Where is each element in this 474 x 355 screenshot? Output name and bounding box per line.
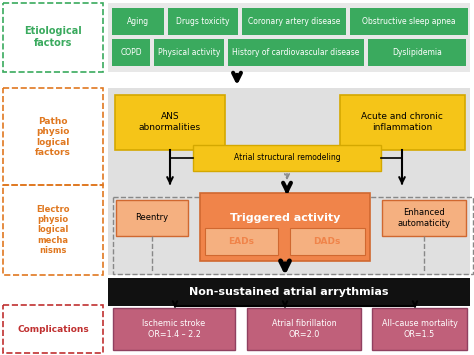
Bar — [115, 95, 225, 150]
Text: Ischemic stroke
OR=1.4 – 2.2: Ischemic stroke OR=1.4 – 2.2 — [143, 319, 206, 339]
Text: Etiological
factors: Etiological factors — [24, 26, 82, 48]
Text: EADs: EADs — [228, 236, 254, 246]
Bar — [205, 228, 278, 255]
Bar — [108, 185, 470, 275]
Text: Reentry: Reentry — [136, 213, 169, 223]
Bar — [247, 308, 361, 350]
Text: COPD: COPD — [120, 48, 142, 57]
Bar — [154, 39, 224, 66]
Bar — [112, 39, 150, 66]
Text: Drugs toxicity: Drugs toxicity — [176, 17, 230, 26]
Text: Aging: Aging — [127, 17, 149, 26]
Text: Acute and chronic
inflammation: Acute and chronic inflammation — [361, 112, 443, 132]
Bar — [228, 39, 364, 66]
Text: Electro
physio
logical
mecha
nisms: Electro physio logical mecha nisms — [36, 205, 70, 255]
Bar — [112, 8, 164, 35]
Text: Triggered activity: Triggered activity — [230, 213, 340, 223]
Bar — [108, 3, 470, 72]
Bar — [290, 228, 365, 255]
Text: Enhanced
automaticity: Enhanced automaticity — [398, 208, 450, 228]
Text: Non-sustained atrial arrythmias: Non-sustained atrial arrythmias — [189, 287, 389, 297]
Bar — [372, 308, 467, 350]
Bar — [116, 200, 188, 236]
Text: All-cause mortality
OR=1.5: All-cause mortality OR=1.5 — [382, 319, 457, 339]
Text: Obstructive sleep apnea: Obstructive sleep apnea — [362, 17, 456, 26]
Text: DADs: DADs — [313, 236, 341, 246]
Bar — [242, 8, 346, 35]
Bar — [113, 197, 473, 274]
Text: Atrial structural remodeling: Atrial structural remodeling — [234, 153, 340, 163]
Text: Physical activity: Physical activity — [158, 48, 220, 57]
Text: Atrial fibrillation
OR=2.0: Atrial fibrillation OR=2.0 — [272, 319, 337, 339]
Bar — [108, 88, 470, 185]
Bar — [193, 145, 381, 171]
Text: Patho
physio
logical
factors: Patho physio logical factors — [35, 117, 71, 157]
Text: History of cardiovascular disease: History of cardiovascular disease — [232, 48, 360, 57]
Bar — [3, 88, 103, 185]
Bar — [350, 8, 468, 35]
Text: Complications: Complications — [17, 324, 89, 333]
Bar — [3, 185, 103, 275]
Text: ANS
abnormalities: ANS abnormalities — [139, 112, 201, 132]
Bar — [382, 200, 466, 236]
Bar — [3, 3, 103, 72]
Text: Coronary artery disease: Coronary artery disease — [248, 17, 340, 26]
Bar — [108, 278, 470, 306]
Bar — [200, 193, 370, 261]
Bar — [168, 8, 238, 35]
Bar — [368, 39, 466, 66]
Bar — [340, 95, 465, 150]
Bar — [3, 305, 103, 353]
Text: Dyslipidemia: Dyslipidemia — [392, 48, 442, 57]
Bar — [113, 308, 235, 350]
